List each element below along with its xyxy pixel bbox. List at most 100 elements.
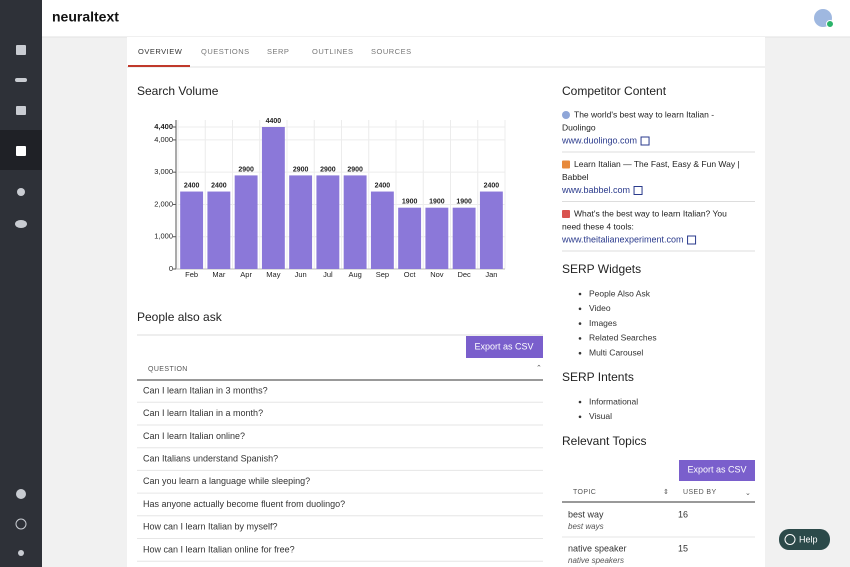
- data-label: 2400: [184, 182, 200, 189]
- external-link-icon[interactable]: [633, 186, 643, 195]
- sort-icon[interactable]: ⌃: [536, 364, 542, 372]
- section-title: Relevant Topics: [562, 434, 647, 448]
- export-button[interactable]: [466, 336, 543, 358]
- content-icon[interactable]: [16, 146, 26, 156]
- bar[interactable]: [479, 191, 503, 269]
- question[interactable]: Has anyone actually become fluent from d…: [143, 499, 345, 509]
- data-label: 1900: [456, 199, 472, 206]
- bar[interactable]: [452, 207, 476, 269]
- cloud-icon[interactable]: [15, 220, 27, 228]
- logo[interactable]: neuraltext: [52, 9, 119, 25]
- data-label: 4400: [266, 118, 282, 125]
- bar[interactable]: [207, 191, 231, 269]
- bar[interactable]: [398, 207, 422, 269]
- question[interactable]: How can I learn Italian by myself?: [143, 522, 278, 532]
- bar[interactable]: [261, 127, 285, 269]
- header: [0, 0, 850, 37]
- folder-icon[interactable]: [16, 106, 26, 115]
- x-tick-label: Jan: [485, 270, 497, 279]
- help-button-icon: [784, 534, 796, 545]
- external-link-icon[interactable]: [640, 136, 650, 146]
- sidebar-icons: [15, 45, 27, 556]
- section-title: Competitor Content: [562, 84, 667, 98]
- tab[interactable]: OVERVIEW: [138, 47, 183, 56]
- intent-list: Informational Visual: [578, 396, 638, 421]
- list-item: Images: [589, 318, 617, 328]
- x-tick-label: Jul: [323, 270, 333, 279]
- question[interactable]: Can I learn Italian online?: [143, 431, 245, 441]
- bullet: [578, 322, 582, 325]
- chart: 0 1,000 2,000 3,000 4,000 4,400 2400 Feb 2400 Mar…: [154, 118, 506, 279]
- data-label: 2900: [320, 166, 336, 173]
- question[interactable]: Can you learn a language while sleeping?: [143, 476, 310, 486]
- competitor-url[interactable]: www.theitalianexperiment.com: [561, 234, 684, 244]
- data-label: 2400: [375, 182, 391, 189]
- bar[interactable]: [343, 175, 367, 269]
- competitor-url[interactable]: www.babbel.com: [561, 185, 630, 195]
- bar[interactable]: [289, 175, 313, 269]
- column-header[interactable]: USED BY: [683, 489, 717, 496]
- competitor-title[interactable]: What's the best way to learn Italian? Yo…: [574, 208, 727, 218]
- section-title: SERP Widgets: [562, 262, 641, 276]
- x-tick-label: Sep: [376, 270, 389, 279]
- bar[interactable]: [370, 191, 394, 269]
- dashboard-icon[interactable]: [16, 45, 26, 55]
- help-button-label: Help: [799, 534, 818, 544]
- list-item: People Also Ask: [589, 288, 651, 298]
- x-tick-label: Oct: [404, 270, 417, 279]
- competitor-title[interactable]: The world's best way to learn Italian -: [574, 109, 714, 119]
- topic-table: best way best ways 16 native speaker native …: [562, 509, 755, 565]
- sort-icon[interactable]: ⇕: [663, 488, 669, 496]
- competitor-title[interactable]: Duolingo: [562, 122, 596, 132]
- section-title: People also ask: [137, 310, 223, 324]
- competitor-title[interactable]: Babbel: [562, 172, 589, 182]
- list-item: Visual: [589, 411, 612, 421]
- data-label: 1900: [429, 199, 445, 206]
- help-icon[interactable]: [15, 518, 27, 530]
- sort-icon[interactable]: ⌄: [745, 490, 751, 497]
- competitor-url[interactable]: www.duolingo.com: [561, 135, 637, 145]
- bullet: [578, 292, 582, 296]
- tab[interactable]: OUTLINES: [312, 47, 354, 56]
- y-tick-label: 4,400: [154, 122, 173, 131]
- help-button[interactable]: [779, 529, 830, 550]
- export-button-label: Export as CSV: [474, 341, 533, 351]
- x-tick-label: Dec: [457, 270, 471, 279]
- data-label: 2900: [347, 166, 363, 173]
- x-tick-label: Aug: [348, 270, 361, 279]
- competitor-title[interactable]: Learn Italian — The Fast, Easy & Fun Way…: [574, 159, 740, 169]
- info-icon[interactable]: [16, 489, 26, 499]
- ai-icon[interactable]: [17, 188, 25, 196]
- external-link-icon[interactable]: [687, 235, 697, 245]
- key-icon[interactable]: [15, 78, 27, 82]
- chart-title: Search Volume: [137, 84, 219, 98]
- bar[interactable]: [234, 175, 258, 269]
- column-header[interactable]: QUESTION: [148, 366, 188, 373]
- data-label: 2400: [211, 182, 227, 189]
- question[interactable]: Can I learn Italian in a month?: [143, 408, 263, 418]
- user-icon[interactable]: [18, 550, 24, 556]
- bar[interactable]: [316, 175, 340, 269]
- competitor-title[interactable]: need these 4 tools:: [562, 221, 634, 231]
- list-item: Multi Carousel: [589, 347, 643, 357]
- bar[interactable]: [425, 207, 449, 269]
- export-button[interactable]: [679, 460, 755, 481]
- bullet: [578, 415, 582, 419]
- list-item: Related Searches: [589, 333, 657, 343]
- tab[interactable]: QUESTIONS: [201, 47, 250, 56]
- export-button-label: Export as CSV: [687, 464, 746, 474]
- y-tick-label: 1,000: [154, 232, 173, 241]
- x-tick-label: Jun: [295, 270, 307, 279]
- x-tick-label: Nov: [430, 270, 444, 279]
- question[interactable]: How can I learn Italian online for free?: [143, 544, 295, 554]
- data-label: 2900: [238, 166, 254, 173]
- column-header[interactable]: TOPIC: [573, 489, 596, 496]
- question[interactable]: Can Italians understand Spanish?: [143, 453, 278, 463]
- tab[interactable]: SERP: [267, 47, 289, 56]
- bar[interactable]: [180, 191, 204, 269]
- tab[interactable]: SOURCES: [371, 47, 412, 56]
- y-tick-label: 3,000: [154, 167, 173, 176]
- bullet: [578, 351, 582, 355]
- sidebar: [0, 0, 42, 567]
- question[interactable]: Can I learn Italian in 3 months?: [143, 385, 268, 395]
